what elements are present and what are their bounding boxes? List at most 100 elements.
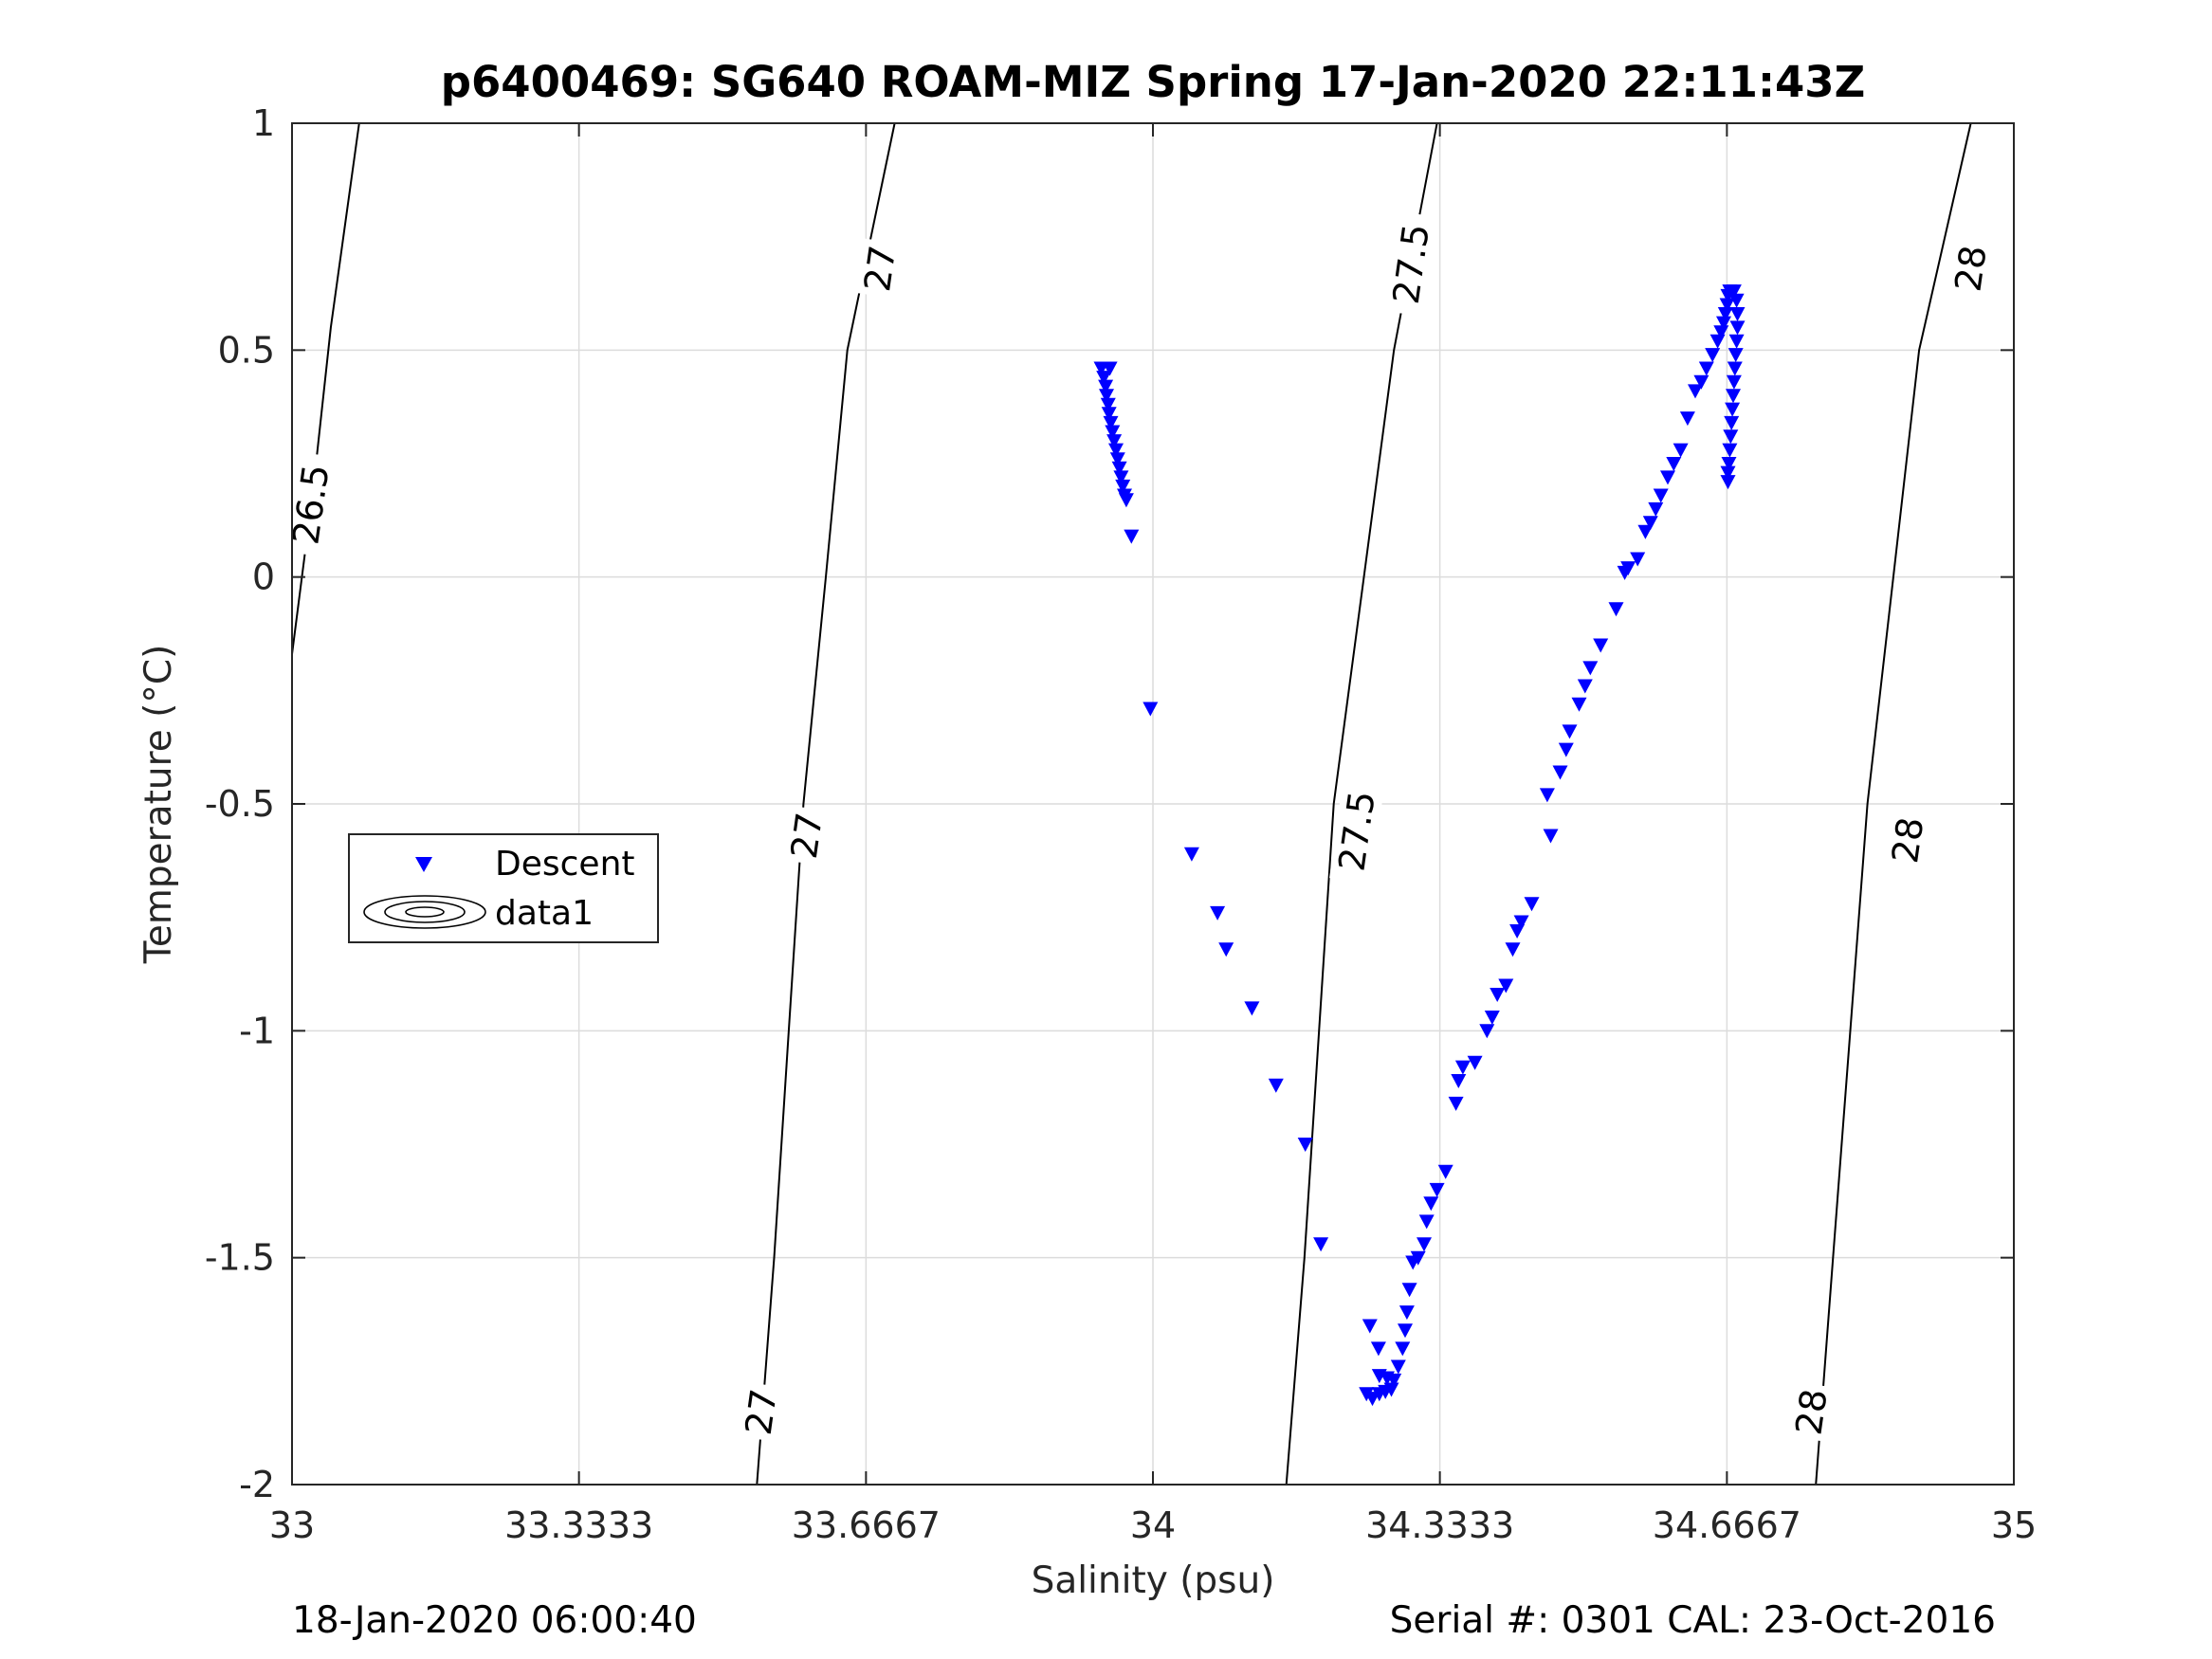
contour-label: 27 xyxy=(782,805,832,866)
descent-point xyxy=(1726,389,1741,404)
descent-point xyxy=(1218,942,1234,957)
y-axis-label: Temperature (°C) xyxy=(137,645,180,965)
descent-point xyxy=(1582,661,1599,676)
contour-label-background xyxy=(283,451,339,557)
descent-point xyxy=(1693,374,1709,390)
descent-point xyxy=(1719,298,1735,313)
descent-point xyxy=(1653,488,1669,503)
legend-box xyxy=(348,833,659,943)
descent-point xyxy=(1437,1164,1453,1179)
chart-title: p6400469: SG640 ROAM-MIZ Spring 17-Jan-2… xyxy=(441,57,1865,107)
contour-label-text: 28 xyxy=(1787,1386,1835,1437)
descent-point xyxy=(1115,479,1131,494)
y-tick-label: -1.5 xyxy=(205,1237,275,1279)
contour-label-text: 27 xyxy=(738,1386,785,1437)
contour-label: 28 xyxy=(1883,810,1933,871)
footer-serial-cal: Serial #: 0301 CAL: 23-Oct-2016 xyxy=(1390,1599,1996,1642)
descent-point xyxy=(1724,415,1740,430)
descent-point xyxy=(1728,348,1744,363)
descent-point xyxy=(1103,415,1119,430)
contour-line-28 xyxy=(1815,122,1972,1486)
descent-point xyxy=(1513,915,1529,930)
descent-point xyxy=(1429,1182,1445,1197)
descent-point xyxy=(1467,1055,1483,1070)
descent-point xyxy=(1484,1011,1500,1025)
descent-point xyxy=(1721,457,1737,471)
descent-point xyxy=(1448,1096,1464,1111)
contour-label: 27 xyxy=(737,1381,786,1443)
descent-point xyxy=(1562,724,1578,739)
descent-point xyxy=(1410,1250,1426,1266)
descent-point xyxy=(1297,1138,1313,1152)
descent-point xyxy=(1106,434,1123,449)
y-tick-label: -1 xyxy=(239,1010,275,1051)
descent-point xyxy=(1096,371,1112,386)
descent-point xyxy=(1143,702,1159,717)
descent-point xyxy=(1716,316,1731,331)
descent-point xyxy=(1720,475,1736,490)
descent-point xyxy=(1648,501,1664,517)
contour-label-text: 27.5 xyxy=(1385,221,1437,306)
x-tick-label: 33.6667 xyxy=(792,1504,941,1546)
descent-point xyxy=(1401,1283,1417,1298)
descent-point xyxy=(1558,742,1574,757)
x-axis-label: Salinity (psu) xyxy=(1032,1559,1275,1602)
contour-label-text: 28 xyxy=(1884,814,1931,866)
descent-point xyxy=(1705,348,1721,363)
descent-point xyxy=(1244,1001,1260,1016)
descent-point xyxy=(1723,429,1739,445)
contour-label-background xyxy=(1786,1381,1837,1443)
contour-label-background xyxy=(855,238,905,299)
contour-label: 28 xyxy=(1946,238,1996,299)
descent-point xyxy=(1113,470,1129,485)
contour-label-text: 28 xyxy=(1947,243,1994,294)
descent-point xyxy=(1118,493,1134,508)
descent-point xyxy=(1490,988,1506,1002)
contour-label-text: 27 xyxy=(856,243,904,294)
descent-point xyxy=(1729,320,1746,336)
density-contours xyxy=(291,122,1972,1486)
descent-point xyxy=(1418,1214,1435,1230)
legend-descent-label: Descent xyxy=(495,845,635,884)
legend: Descent data1 xyxy=(348,833,659,943)
descent-point xyxy=(1101,407,1117,422)
legend-data1-label: data1 xyxy=(495,894,594,933)
descent-point xyxy=(1183,847,1199,862)
legend-contour-marker-icon xyxy=(363,895,486,929)
descent-point xyxy=(1709,334,1726,349)
contour-label-background xyxy=(737,1381,786,1443)
descent-point xyxy=(1386,1373,1402,1388)
descent-point xyxy=(1451,1074,1467,1088)
y-tick-label: 0 xyxy=(252,556,275,598)
descent-point xyxy=(1713,325,1729,340)
descent-point xyxy=(1660,470,1675,485)
y-tick-label: -0.5 xyxy=(205,783,275,825)
contour-label: 26.5 xyxy=(283,451,339,557)
descent-point xyxy=(1098,379,1114,394)
descent-point xyxy=(1268,1078,1284,1093)
contour-label: 27.5 xyxy=(1329,778,1385,884)
descent-point xyxy=(1571,697,1587,712)
contour-label-text: 27.5 xyxy=(1331,789,1383,874)
descent-point xyxy=(1717,307,1733,321)
descent-point xyxy=(1728,334,1745,349)
descent-point xyxy=(1313,1237,1329,1252)
descent-point xyxy=(1498,978,1514,994)
contour-line-27.5 xyxy=(1285,122,1438,1486)
descent-series xyxy=(1093,284,1746,1407)
legend-descent-marker-icon xyxy=(415,857,432,872)
descent-point xyxy=(1688,384,1703,399)
y-tick-label: 1 xyxy=(252,102,275,144)
descent-point xyxy=(1552,765,1568,780)
descent-point xyxy=(1698,361,1714,376)
descent-point xyxy=(1398,1305,1415,1321)
descent-point xyxy=(1728,293,1745,308)
footer-timestamp: 18-Jan-2020 06:00:40 xyxy=(292,1599,697,1642)
contour-labels: 26.5 27 27 27 27.5 27.5 28 28 28 xyxy=(283,210,1996,1443)
x-tick-label: 35 xyxy=(1991,1504,2037,1546)
descent-point xyxy=(1108,443,1124,458)
descent-point xyxy=(1630,552,1646,567)
contour-label: 27 xyxy=(855,238,905,299)
descent-point xyxy=(1620,561,1636,576)
